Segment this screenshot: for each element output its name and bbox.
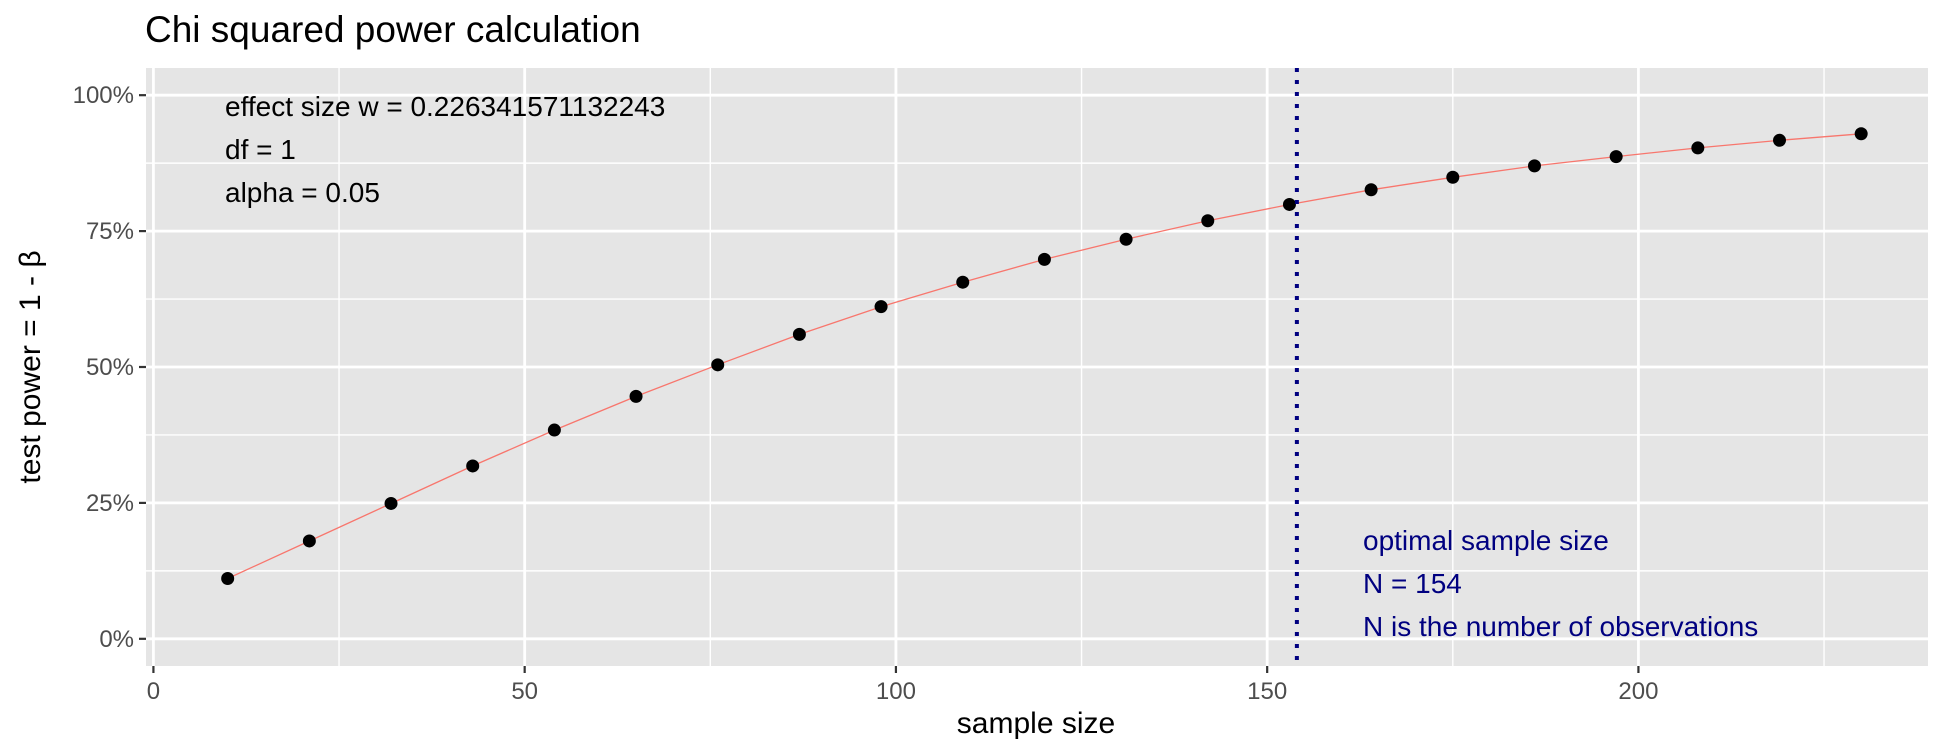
data-point — [221, 571, 235, 585]
x-axis-ticks: 0 50 100 150 200 — [147, 666, 1658, 705]
power-points — [221, 127, 1868, 585]
data-point — [1691, 141, 1705, 155]
x-tick-label: 200 — [1618, 678, 1658, 705]
data-point — [302, 534, 316, 548]
data-point — [547, 423, 561, 437]
y-tick-label: 25% — [86, 490, 134, 517]
data-point — [1773, 133, 1786, 147]
data-point — [1854, 127, 1868, 141]
y-axis-title: test power = 1 - β — [14, 250, 47, 483]
data-point — [629, 389, 643, 403]
parameters-annotation: effect size w = 0.226341571132243 df = 1 a… — [225, 91, 665, 208]
data-point — [1446, 170, 1460, 184]
data-point — [1119, 232, 1133, 246]
optimal-size-annotation-line: optimal sample size — [1363, 525, 1609, 556]
optimal-size-annotation-line: N = 154 — [1363, 568, 1462, 599]
data-point — [1609, 150, 1623, 164]
optimal-size-annotation-line: N is the number of observations — [1363, 611, 1758, 642]
x-tick-label: 100 — [876, 678, 916, 705]
y-tick-label: 75% — [86, 218, 134, 245]
parameter-annotation-line: df = 1 — [225, 134, 296, 165]
y-tick-label: 0% — [99, 626, 134, 653]
data-point — [466, 459, 480, 473]
x-tick-label: 0 — [147, 678, 160, 705]
y-tick-label: 100% — [73, 82, 134, 109]
data-point — [1364, 183, 1378, 197]
data-point — [1527, 159, 1541, 173]
optimal-sample-size-annotation: optimal sample size N = 154 N is the numbe… — [1363, 525, 1758, 642]
x-tick-label: 50 — [511, 678, 538, 705]
data-point — [1201, 214, 1215, 228]
data-point — [792, 327, 806, 341]
x-axis-title: sample size — [957, 707, 1115, 740]
data-point — [711, 358, 725, 372]
data-point — [384, 496, 398, 510]
chart-title: Chi squared power calculation — [145, 9, 641, 50]
data-point — [874, 300, 888, 314]
major-gridlines — [146, 68, 1928, 666]
data-point — [1037, 252, 1051, 266]
x-tick-label: 150 — [1247, 678, 1287, 705]
y-axis-ticks: 0% 25% 50% 75% 100% — [73, 82, 146, 653]
parameter-annotation-line: alpha = 0.05 — [225, 177, 380, 208]
data-point — [956, 275, 970, 289]
parameter-annotation-line: effect size w = 0.226341571132243 — [225, 91, 665, 122]
y-tick-label: 50% — [86, 354, 134, 381]
data-point — [1282, 197, 1296, 211]
